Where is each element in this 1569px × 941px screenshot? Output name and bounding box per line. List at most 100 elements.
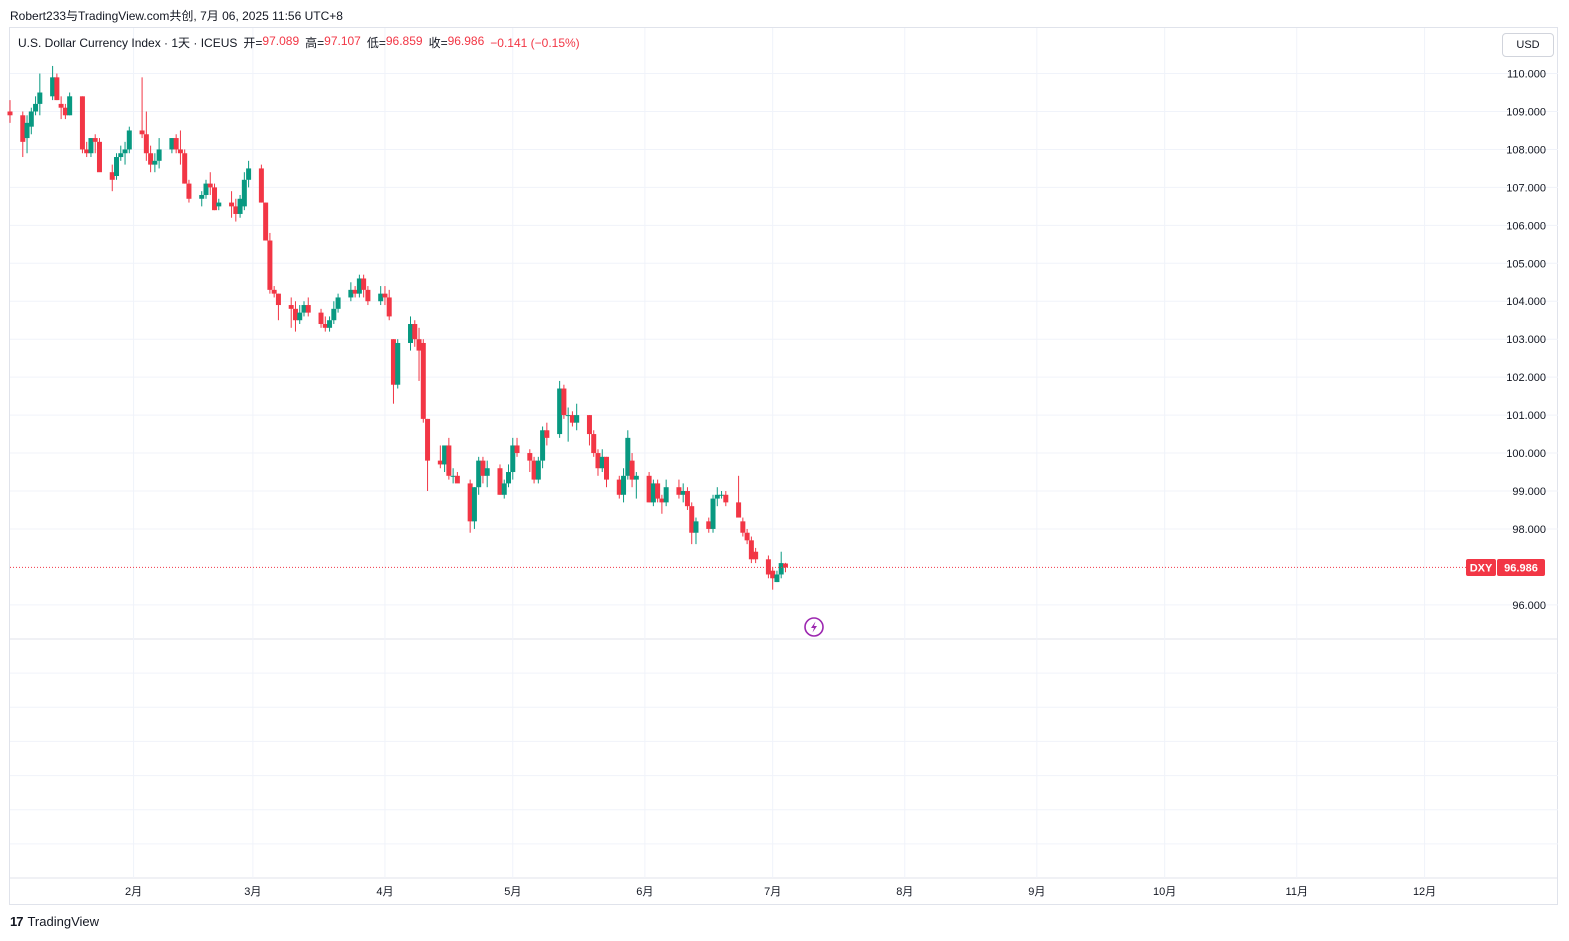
candle[interactable]: [719, 490, 725, 499]
candle[interactable]: [395, 339, 401, 389]
candle[interactable]: [297, 305, 303, 325]
candle[interactable]: [412, 320, 418, 347]
candle[interactable]: [535, 456, 541, 484]
candle[interactable]: [574, 403, 580, 431]
candle[interactable]: [625, 430, 631, 480]
candle[interactable]: [386, 289, 392, 321]
candle[interactable]: [301, 301, 307, 317]
candle[interactable]: [7, 100, 13, 123]
candle[interactable]: [148, 145, 154, 173]
candle[interactable]: [454, 472, 460, 484]
candle[interactable]: [706, 517, 712, 533]
candle[interactable]: [139, 77, 145, 139]
candle[interactable]: [79, 96, 85, 154]
candle[interactable]: [258, 164, 264, 203]
candle[interactable]: [24, 115, 30, 154]
candle[interactable]: [292, 301, 298, 332]
candle[interactable]: [122, 141, 128, 165]
candle[interactable]: [616, 475, 622, 499]
candle[interactable]: [437, 445, 443, 469]
currency-button[interactable]: USD: [1502, 33, 1554, 57]
candle[interactable]: [714, 487, 720, 507]
candle[interactable]: [318, 308, 324, 328]
candle[interactable]: [177, 130, 183, 165]
candle[interactable]: [152, 153, 158, 173]
candle[interactable]: [655, 479, 661, 503]
candle[interactable]: [37, 73, 43, 116]
candle[interactable]: [753, 547, 759, 564]
candle[interactable]: [109, 164, 115, 192]
candle[interactable]: [467, 479, 473, 533]
candle[interactable]: [514, 437, 520, 457]
candle[interactable]: [54, 73, 60, 101]
candle[interactable]: [331, 301, 337, 325]
candle[interactable]: [416, 327, 422, 381]
lightning-icon[interactable]: [804, 617, 824, 637]
candle[interactable]: [382, 286, 388, 306]
candle[interactable]: [229, 191, 235, 218]
candle[interactable]: [676, 479, 682, 499]
candle[interactable]: [118, 145, 124, 161]
candle[interactable]: [663, 479, 669, 507]
candle[interactable]: [20, 111, 26, 158]
candle[interactable]: [156, 138, 162, 169]
candle[interactable]: [182, 149, 188, 184]
candle[interactable]: [748, 536, 754, 564]
candle[interactable]: [88, 138, 94, 158]
candle[interactable]: [203, 179, 209, 199]
candle[interactable]: [33, 96, 39, 116]
candle[interactable]: [778, 551, 784, 579]
candle[interactable]: [420, 339, 426, 423]
candle[interactable]: [92, 134, 98, 154]
candle[interactable]: [352, 286, 358, 298]
candle[interactable]: [446, 437, 452, 480]
candle[interactable]: [126, 126, 132, 154]
candle[interactable]: [263, 202, 269, 241]
candle[interactable]: [736, 475, 742, 518]
candle[interactable]: [84, 141, 90, 158]
candle[interactable]: [237, 194, 243, 218]
candle[interactable]: [527, 449, 533, 473]
candle[interactable]: [586, 415, 592, 446]
candle[interactable]: [62, 103, 68, 120]
candle[interactable]: [471, 487, 477, 529]
candle[interactable]: [680, 483, 686, 503]
candle[interactable]: [544, 422, 550, 446]
candle[interactable]: [271, 286, 277, 298]
candle[interactable]: [169, 138, 175, 154]
candle[interactable]: [782, 562, 788, 573]
candle[interactable]: [591, 430, 597, 457]
candle[interactable]: [361, 274, 367, 298]
candle[interactable]: [629, 453, 635, 488]
candle[interactable]: [378, 286, 384, 306]
candle[interactable]: [599, 449, 605, 473]
candle[interactable]: [241, 172, 247, 211]
candle[interactable]: [442, 445, 448, 473]
candle[interactable]: [569, 411, 575, 427]
candle[interactable]: [365, 286, 371, 306]
candle[interactable]: [28, 107, 34, 135]
candle[interactable]: [143, 111, 149, 161]
candle[interactable]: [659, 494, 665, 514]
candle[interactable]: [770, 566, 776, 590]
tradingview-brand[interactable]: 17 TradingView: [10, 914, 99, 929]
candle[interactable]: [621, 468, 627, 503]
candle[interactable]: [510, 437, 516, 480]
candle[interactable]: [744, 528, 750, 545]
candle[interactable]: [684, 487, 690, 510]
candle[interactable]: [186, 179, 192, 203]
candle[interactable]: [723, 490, 729, 507]
candle[interactable]: [480, 456, 486, 484]
candle[interactable]: [199, 191, 205, 207]
candle[interactable]: [501, 479, 507, 499]
candle[interactable]: [561, 384, 567, 419]
candle[interactable]: [207, 172, 213, 195]
candle[interactable]: [595, 449, 601, 476]
candle[interactable]: [765, 555, 771, 579]
candle[interactable]: [604, 456, 610, 488]
candle[interactable]: [233, 198, 239, 222]
candle[interactable]: [633, 472, 639, 499]
candle[interactable]: [327, 316, 333, 332]
candle[interactable]: [425, 418, 431, 491]
candle[interactable]: [288, 297, 294, 328]
